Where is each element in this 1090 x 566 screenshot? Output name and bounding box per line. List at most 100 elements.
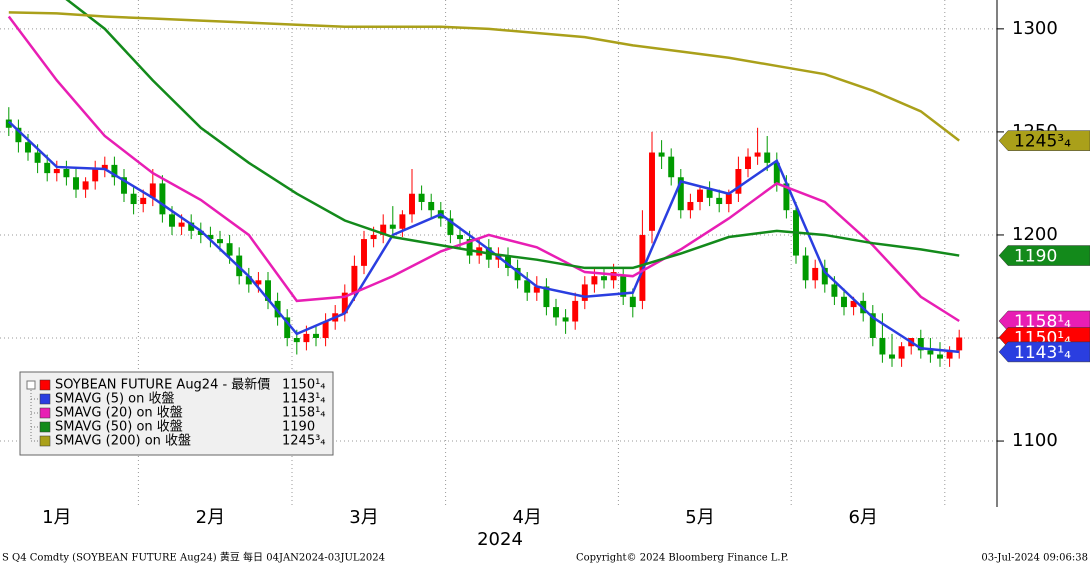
candle-body [53, 169, 60, 174]
candle-body [284, 317, 291, 338]
candle-body [178, 222, 185, 227]
ma-line [7, 120, 960, 354]
candle-body [735, 169, 742, 194]
price-tag-label: 1143¹₄ [1014, 343, 1071, 363]
candle-body [725, 193, 732, 205]
price-tag-label: 1245³₄ [1014, 132, 1071, 152]
candle-body [245, 276, 252, 285]
ma-line [7, 15, 960, 323]
candle-body [159, 183, 166, 215]
candle-body [601, 276, 607, 281]
candle-body [265, 280, 271, 301]
legend-swatch [39, 435, 51, 447]
candle-body [821, 267, 828, 285]
price-tag: 1143¹₄ [998, 341, 1090, 363]
footer-left: S Q4 Comdty (SOYBEAN FUTURE Aug24) 黄豆 每日… [2, 551, 385, 564]
candle-body [5, 119, 12, 128]
legend-label: SMAVG (50) on 收盤 [55, 420, 183, 435]
candle-body [389, 224, 396, 229]
candle-body [409, 193, 415, 215]
legend-label: SOYBEAN FUTURE Aug24 - 最新價 [55, 377, 270, 393]
candle-body [783, 183, 790, 211]
candle-body [658, 152, 665, 157]
ma-line [8, 11, 960, 142]
x-tick-label: 6月 [848, 507, 877, 528]
candle-body [361, 239, 367, 266]
grid [0, 0, 997, 507]
candle-body [351, 265, 358, 293]
candle-body [869, 313, 876, 338]
legend-value: 1150¹₄ [282, 378, 326, 393]
candle-body [764, 152, 771, 163]
candle-body [956, 337, 963, 351]
candle-body [121, 177, 127, 194]
candle-body [773, 162, 780, 184]
candle-body [831, 284, 838, 297]
candle-body [169, 214, 175, 227]
price-tag-shape [998, 245, 1090, 266]
candle-body [399, 214, 406, 229]
candle-body [15, 127, 22, 143]
candle-body [428, 201, 435, 211]
candle-body [130, 193, 137, 205]
y-tick-label: 1200 [1012, 224, 1058, 245]
plot-area [5, 0, 963, 367]
candle-body [82, 181, 89, 190]
legend-value: 1143¹₄ [282, 392, 326, 407]
candle-body [466, 239, 473, 256]
candle-body [620, 276, 627, 297]
candle-body [946, 350, 953, 359]
legend-label: SMAVG (20) on 收盤 [55, 406, 183, 421]
candle-body [889, 354, 895, 359]
candle-body [34, 152, 41, 163]
candle-body [917, 338, 924, 351]
candle-body [677, 177, 684, 211]
candle-body [149, 183, 156, 198]
candle-body [629, 296, 636, 308]
candle-body [649, 152, 655, 231]
candle-body [850, 300, 857, 308]
candle-body [610, 272, 617, 281]
candle-body [937, 354, 943, 359]
price-tag-label: 1190 [1014, 247, 1057, 267]
candle-body [111, 164, 118, 178]
legend-toggle [26, 380, 36, 390]
candle-body [101, 164, 108, 169]
x-tick-label: 5月 [685, 507, 714, 528]
candle-body [562, 317, 569, 322]
footer-right: 03-Jul-2024 09:06:38 [981, 553, 1088, 564]
candle-body [581, 284, 588, 301]
candle-body [255, 280, 262, 285]
x-tick-label: 1月 [42, 507, 71, 528]
candle-body [380, 224, 387, 235]
candle-body [802, 255, 809, 281]
candle-body [217, 239, 223, 244]
price-tag: 1245³₄ [998, 130, 1090, 152]
candle-body [543, 286, 550, 308]
candle-body [303, 333, 310, 343]
legend-value: 1158¹₄ [282, 406, 326, 421]
legend: SOYBEAN FUTURE Aug24 - 最新價 1150¹₄ SMAVG (5… [19, 371, 334, 456]
ma-line [65, 0, 960, 270]
legend-label: SMAVG (5) on 收盤 [55, 392, 175, 407]
candle-body [524, 280, 531, 293]
candle-body [927, 350, 934, 355]
candle-body [697, 189, 703, 202]
candle-body [188, 222, 195, 231]
candle-body [63, 169, 70, 178]
candle-body [197, 230, 204, 235]
candle-body [73, 177, 79, 190]
legend-value: 1245³₄ [282, 434, 326, 449]
candle-body [745, 156, 751, 169]
y-tick-label: 1100 [1012, 430, 1058, 451]
x-axis-title: 2024 [477, 529, 523, 550]
price-tag: 1158¹₄ [998, 310, 1090, 332]
legend-swatch [39, 393, 51, 405]
candle-body [533, 286, 540, 293]
price-tag-label: 1158¹₄ [1014, 312, 1071, 332]
legend-swatch [39, 407, 51, 419]
candle-body [591, 276, 598, 285]
candle-body [668, 156, 675, 178]
